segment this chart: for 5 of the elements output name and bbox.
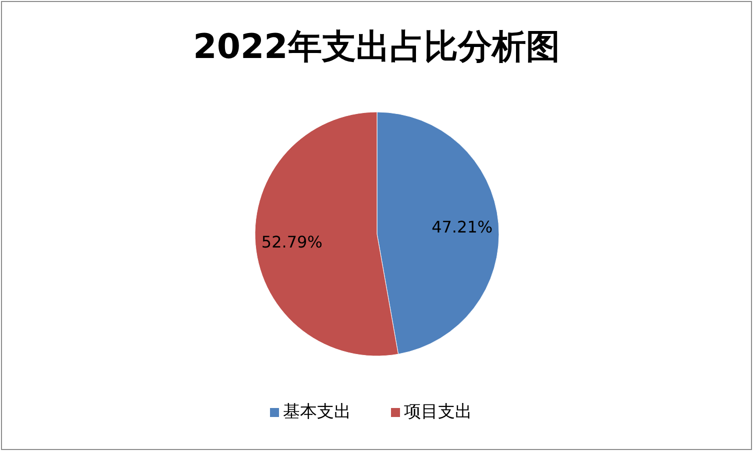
legend-label: 基本支出 xyxy=(283,402,351,422)
data-label: 47.21% xyxy=(432,218,493,237)
chart-title: 2022年支出占比分析图 xyxy=(193,27,560,67)
data-label: 52.79% xyxy=(261,232,322,252)
legend-label: 项目支出 xyxy=(404,402,472,422)
